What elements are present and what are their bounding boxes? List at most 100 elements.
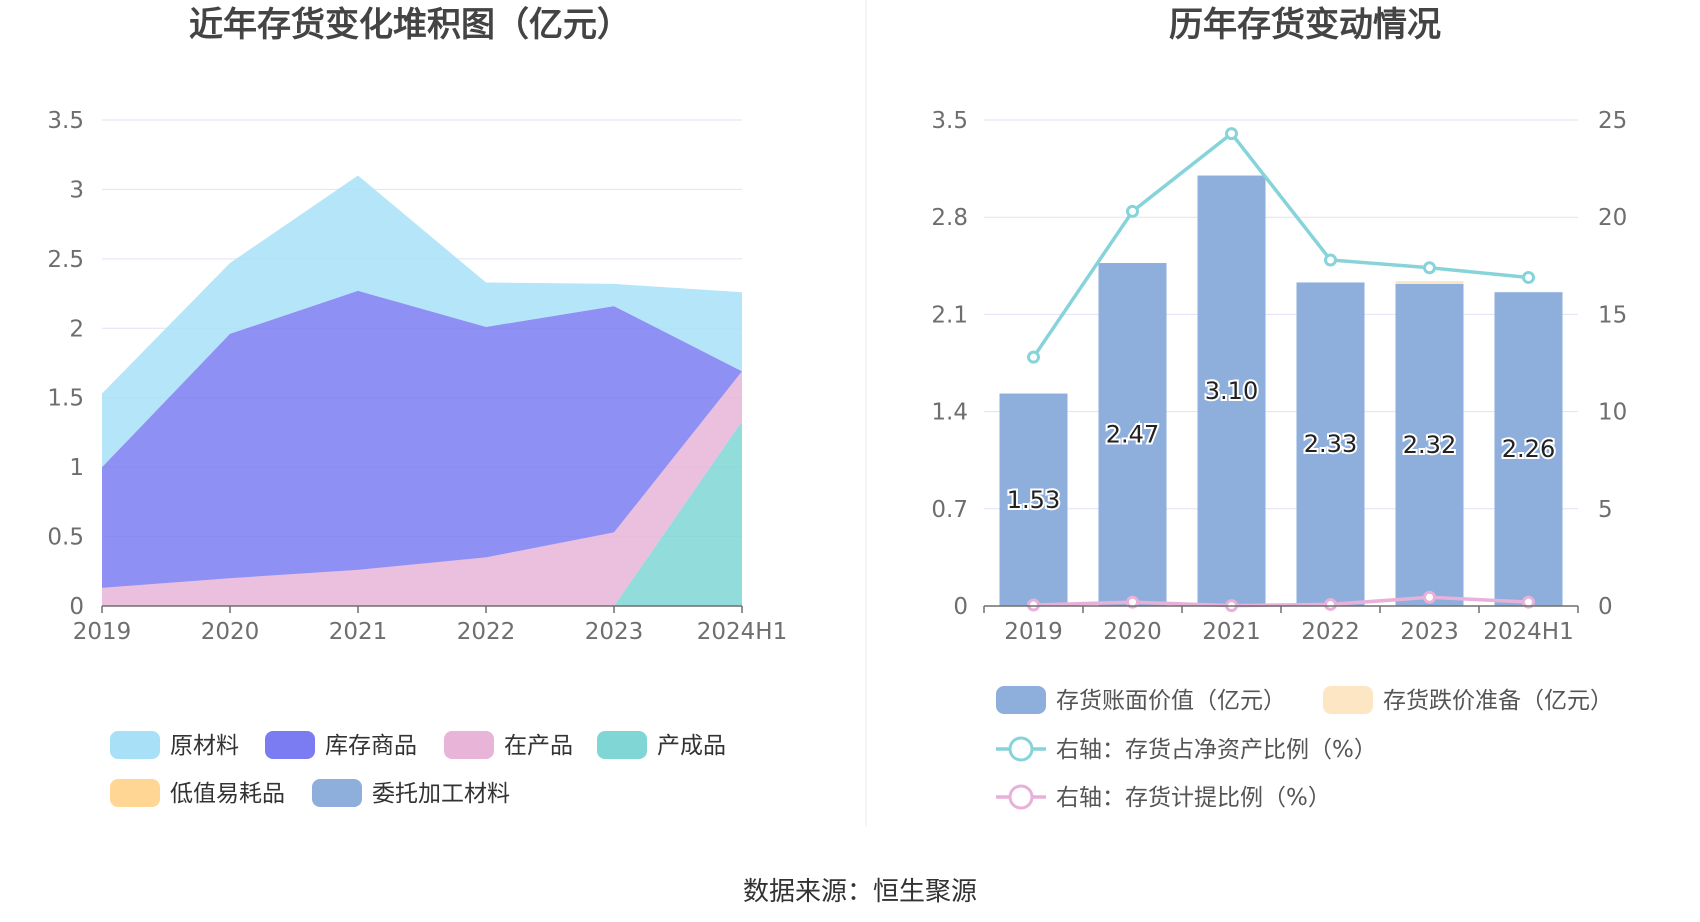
line-point [1324, 597, 1337, 611]
bar-book-value [1098, 263, 1167, 606]
line-point [1324, 253, 1337, 267]
right-y-tick: 1.4 [931, 400, 968, 426]
left-x-tick: 2021 [329, 619, 388, 645]
bar-book-value [1197, 175, 1266, 607]
bar-provision [1395, 281, 1464, 284]
right-legend[interactable]: 存货账面价值（亿元） 存货跌价准备（亿元）右轴：存货占净资产比例（%） 右轴：存货计… [996, 686, 1613, 811]
bar-data-label: 2.47 [1106, 421, 1159, 449]
legend-swatch [1323, 686, 1373, 714]
legend-item-右轴：存货占净资产比例（%）[interactable]: 右轴：存货占净资产比例（%） [996, 736, 1377, 763]
left-y-tick: 1.5 [47, 386, 84, 412]
line-右轴：存货占净资产比例（%） [1032, 131, 1529, 359]
left-areas [102, 175, 742, 606]
area-库存商品 [102, 290, 742, 588]
left-y-tick: 2.5 [47, 247, 84, 273]
left-y-tick: 0 [69, 594, 84, 620]
right-y-tick: 2.8 [931, 205, 968, 231]
left-y-tick: 0.5 [47, 525, 84, 551]
legend-label: 右轴：存货占净资产比例（%） [1056, 737, 1377, 763]
bar-line-chart: 历年存货变动情况 1.53 2.47 3.10 2.33 2.32 2.26 0 0.7 1.… [931, 5, 1627, 811]
left-x-tick: 2020 [201, 619, 260, 645]
bar-data-label: 2.32 [1403, 431, 1456, 459]
bar-book-value [1494, 292, 1563, 606]
right-y-tick: 0 [953, 594, 968, 620]
legend-swatch [312, 779, 362, 807]
legend-item-产成品[interactable]: 产成品 [597, 731, 726, 759]
line-point [1126, 204, 1139, 218]
right-y2-tick: 25 [1598, 108, 1627, 134]
line-point [1423, 590, 1436, 604]
legend-label: 存货账面价值（亿元） [1056, 688, 1286, 714]
bar-book-value [999, 393, 1068, 606]
legend-item-存货跌价准备（亿元）[interactable]: 存货跌价准备（亿元） [1323, 686, 1613, 714]
right-x-tick: 2021 [1202, 619, 1261, 645]
legend-label: 存货跌价准备（亿元） [1383, 688, 1613, 714]
line-point [1027, 598, 1040, 612]
area-原材料 [102, 175, 742, 468]
right-y2-tick: 10 [1598, 400, 1627, 426]
left-y-tick: 3 [69, 177, 84, 203]
line-point [1027, 350, 1040, 364]
line-point [1423, 261, 1436, 275]
line-右轴：存货计提比例（%） [1033, 595, 1529, 608]
area-在产品 [102, 371, 742, 606]
legend-item-存货账面价值（亿元）[interactable]: 存货账面价值（亿元） [996, 686, 1286, 714]
line-point [1522, 270, 1535, 284]
legend-label: 库存商品 [325, 733, 417, 759]
bar-data-label: 1.53 [1007, 486, 1060, 514]
right-lines [1027, 127, 1535, 613]
line-point [1126, 595, 1139, 609]
legend-label: 低值易耗品 [170, 781, 285, 807]
right-bars: 1.53 2.47 3.10 2.33 2.32 2.26 [999, 175, 1563, 607]
right-y2-tick: 0 [1598, 594, 1613, 620]
legend-item-在产品[interactable]: 在产品 [444, 731, 573, 759]
right-y-tick: 0.7 [931, 497, 968, 523]
bar-data-label: 2.33 [1304, 430, 1357, 458]
area-产成品 [102, 421, 742, 606]
bar-book-value [1395, 283, 1464, 606]
legend-swatch [265, 731, 315, 759]
legend-marker [1008, 784, 1034, 810]
right-y2-tick: 20 [1598, 205, 1627, 231]
legend-item-低值易耗品[interactable]: 低值易耗品 [110, 779, 285, 807]
data-source: 数据来源：恒生聚源 [743, 877, 977, 907]
right-chart-title: 历年存货变动情况 [1169, 5, 1441, 45]
legend-label: 产成品 [657, 733, 726, 759]
legend-swatch [110, 779, 160, 807]
legend-item-原材料[interactable]: 原材料 [110, 731, 239, 759]
legend-item-库存商品[interactable]: 库存商品 [265, 731, 417, 759]
right-x-tick: 2023 [1400, 619, 1459, 645]
legend-swatch [444, 731, 494, 759]
legend-label: 右轴：存货计提比例（%） [1056, 785, 1331, 811]
legend-item-右轴：存货计提比例（%）[interactable]: 右轴：存货计提比例（%） [996, 784, 1331, 811]
stacked-area-chart: 近年存货变化堆积图（亿元） 0 0.5 1 1.5 2 2.5 3 3.5 2019 2020 20… [47, 5, 787, 807]
legend-label: 委托加工材料 [372, 781, 510, 807]
legend-marker [1008, 736, 1034, 762]
bar-data-label: 3.10 [1205, 377, 1258, 405]
right-x-tick: 2022 [1301, 619, 1360, 645]
right-y-tick: 2.1 [931, 302, 968, 328]
line-point [1522, 595, 1535, 609]
legend-item-委托加工材料[interactable]: 委托加工材料 [312, 779, 510, 807]
left-axes: 0 0.5 1 1.5 2 2.5 3 3.5 2019 2020 2021 2022 2023 2024… [47, 108, 787, 645]
legend-swatch [110, 731, 160, 759]
bar-book-value [1296, 282, 1365, 606]
left-x-tick: 2023 [585, 619, 644, 645]
left-y-tick: 1 [69, 455, 84, 481]
right-x-tick: 2020 [1103, 619, 1162, 645]
legend-swatch [996, 686, 1046, 714]
left-chart-title: 近年存货变化堆积图（亿元） [189, 5, 631, 45]
right-y-tick: 3.5 [931, 108, 968, 134]
legend-label: 在产品 [504, 733, 573, 759]
legend-label: 原材料 [170, 733, 239, 759]
left-y-tick: 3.5 [47, 108, 84, 134]
right-x-tick: 2024H1 [1483, 619, 1573, 645]
legend-swatch [597, 731, 647, 759]
right-axes: 0 0.7 1.4 2.1 2.8 3.5 0 5 10 15 20 25 2019 2020 2021 20… [931, 108, 1627, 645]
line-point [1225, 127, 1238, 141]
right-x-tick: 2019 [1004, 619, 1063, 645]
right-y2-tick: 5 [1598, 497, 1613, 523]
left-x-tick: 2019 [73, 619, 132, 645]
